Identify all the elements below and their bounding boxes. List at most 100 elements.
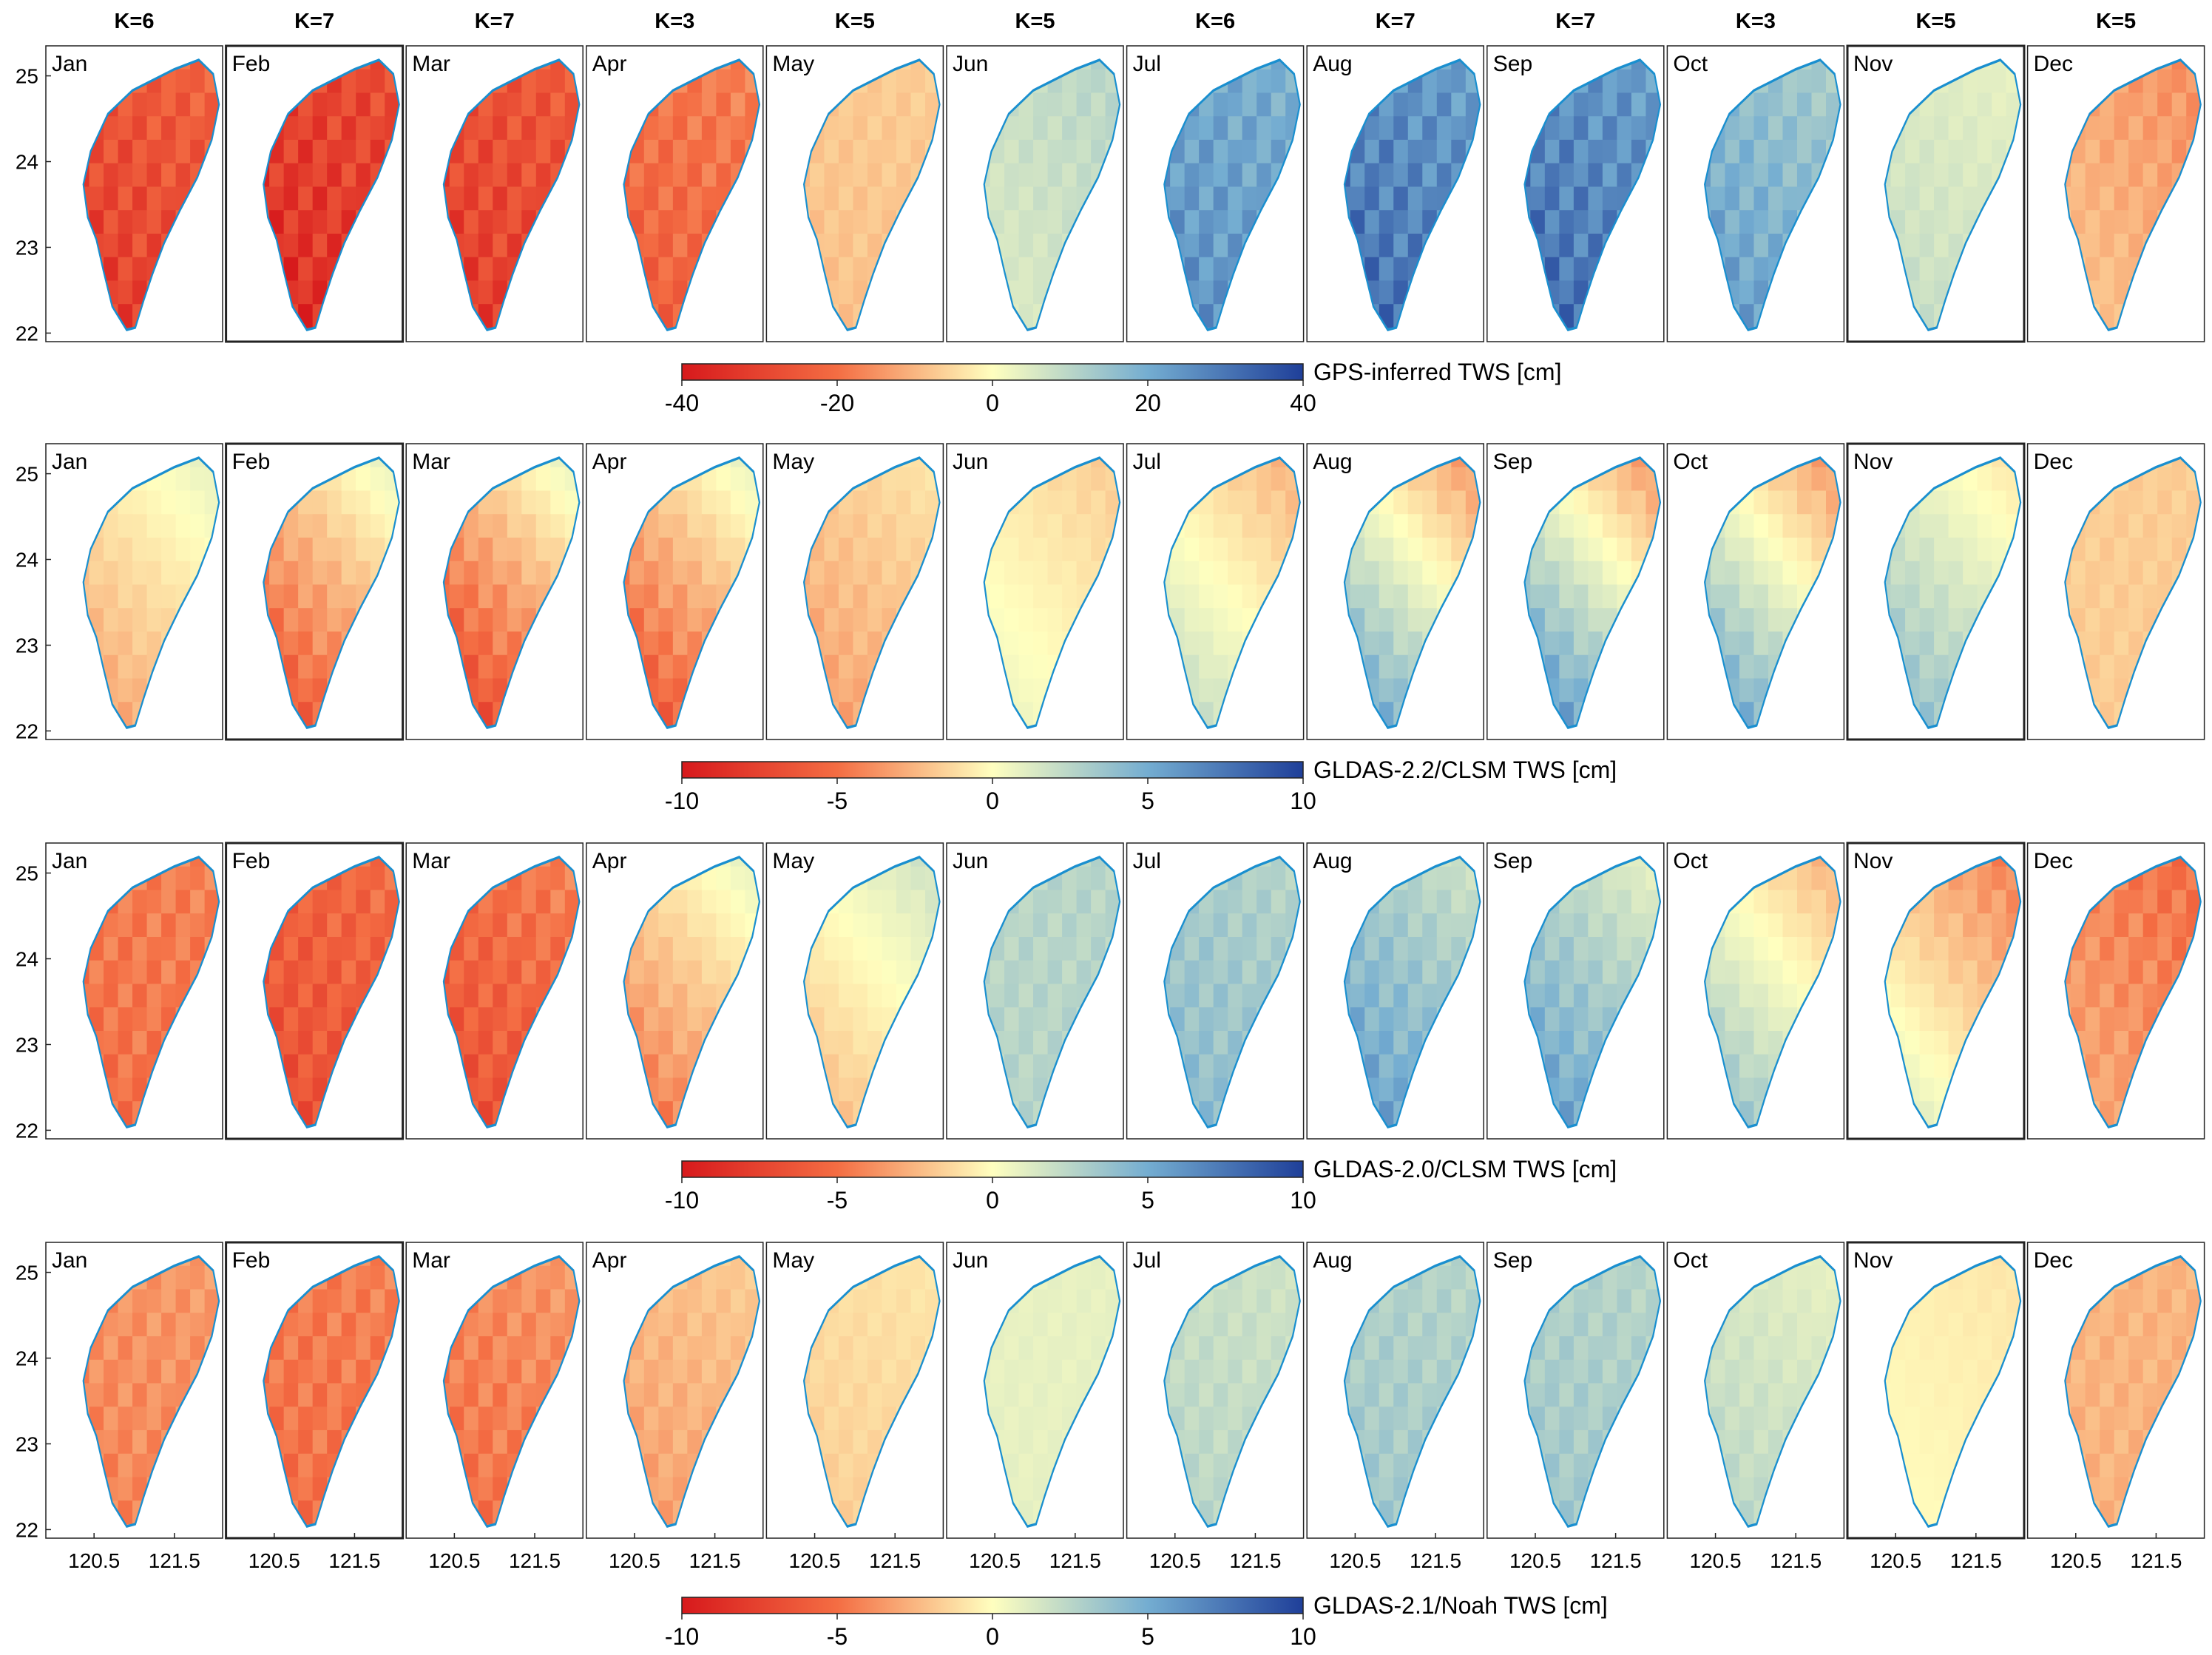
tws-cell (1934, 233, 1949, 258)
tws-cell (327, 514, 342, 538)
tws-cell (716, 116, 731, 141)
tws-cell (2171, 537, 2187, 562)
tws-cell (687, 537, 703, 562)
tws-cell (443, 960, 450, 985)
tws-cell (443, 584, 450, 609)
tws-cell (507, 890, 522, 915)
tws-cell (1062, 890, 1078, 915)
tws-cell (1890, 561, 1906, 586)
tws-cell (1544, 1007, 1560, 1032)
tws-cell (298, 608, 314, 632)
tws-cell (2142, 537, 2158, 562)
tws-cell (672, 163, 688, 188)
tws-cell (1076, 890, 1092, 915)
tws-cell (1631, 514, 1646, 538)
tws-cell (2142, 490, 2158, 515)
tws-cell (1033, 233, 1049, 258)
tws-cell (1602, 116, 1617, 141)
tws-cell (1364, 210, 1380, 234)
tws-cell (1213, 210, 1228, 234)
colorbar-tick-label: 0 (986, 788, 999, 814)
tws-cell (175, 116, 191, 141)
tws-cell (1393, 139, 1409, 164)
tws-cell (1379, 1077, 1394, 1102)
tws-cell (1047, 584, 1063, 609)
tws-cell (1228, 936, 1243, 961)
tws-cell (1199, 1030, 1214, 1055)
tws-cell (132, 1030, 148, 1055)
tws-cell (2157, 467, 2173, 492)
tws-cell (701, 116, 717, 141)
tws-cell (1948, 490, 1964, 515)
tws-cell (1934, 186, 1949, 211)
tws-cell (1573, 139, 1589, 164)
tws-cell (1753, 561, 1769, 586)
tws-cell (1559, 537, 1575, 562)
tws-cell (824, 233, 839, 258)
tws-cell (1559, 139, 1575, 164)
tws-cell (2085, 210, 2100, 234)
tws-cell (867, 186, 882, 211)
tws-cell (1184, 514, 1200, 538)
tws-cell (1948, 233, 1964, 258)
tws-cell (298, 1077, 314, 1102)
tws-cell (1364, 984, 1380, 1009)
tws-cell (132, 654, 148, 680)
tws-cell (521, 890, 537, 915)
tws-cell (1004, 514, 1020, 538)
tws-cell (824, 984, 839, 1009)
tws-cell (478, 608, 493, 632)
tws-cell (1617, 890, 1632, 915)
tws-cell (1705, 163, 1711, 188)
tws-cell (1047, 631, 1063, 656)
tws-cell (161, 890, 177, 915)
tws-cell (356, 69, 371, 94)
tws-cell (1407, 163, 1423, 188)
tws-cell (1018, 1054, 1034, 1079)
tws-cell (1184, 139, 1200, 164)
tws-cell (1559, 163, 1575, 188)
tws-cell (1617, 139, 1632, 164)
tws-cell (478, 1054, 493, 1079)
tws-cell (1451, 467, 1467, 492)
tws-cell (1436, 866, 1452, 891)
tws-cell (643, 163, 659, 188)
tws-cell (2085, 116, 2100, 141)
tws-cell (507, 139, 522, 164)
tws-cell (175, 890, 191, 915)
tws-cell (118, 1030, 133, 1055)
tws-cell (2065, 561, 2071, 586)
tws-cell (1905, 116, 1921, 141)
tws-cell (1588, 608, 1603, 632)
tws-cell (1393, 913, 1409, 938)
tws-cell (1631, 116, 1646, 141)
tws-cell (312, 584, 328, 609)
tws-cell (1617, 913, 1632, 938)
tws-cell (1646, 490, 1660, 515)
tws-cell (443, 163, 450, 188)
month-label: May (772, 849, 814, 873)
tws-cell (1884, 584, 1892, 609)
tws-field (262, 856, 401, 1128)
tws-cell (1602, 936, 1617, 961)
tws-cell (146, 233, 162, 258)
tws-cell (1617, 960, 1632, 985)
tws-cell (1573, 92, 1589, 118)
tws-cell (1228, 984, 1243, 1009)
tws-cell (190, 139, 206, 164)
tws-cell (1422, 913, 1438, 938)
tws-cell (175, 960, 191, 985)
tws-cell (984, 163, 991, 188)
tws-cell (1811, 92, 1827, 118)
tws-cell (1436, 537, 1452, 562)
tws-cell (867, 163, 882, 188)
tws-cell (730, 139, 745, 164)
tws-cell (1379, 537, 1394, 562)
tws-cell (2114, 210, 2129, 234)
tws-cell (896, 866, 911, 891)
tws-cell (1379, 984, 1394, 1009)
tws-cell (672, 561, 688, 586)
tws-cell (1364, 233, 1380, 258)
tws-cell (161, 936, 177, 961)
tws-cell (1018, 210, 1034, 234)
